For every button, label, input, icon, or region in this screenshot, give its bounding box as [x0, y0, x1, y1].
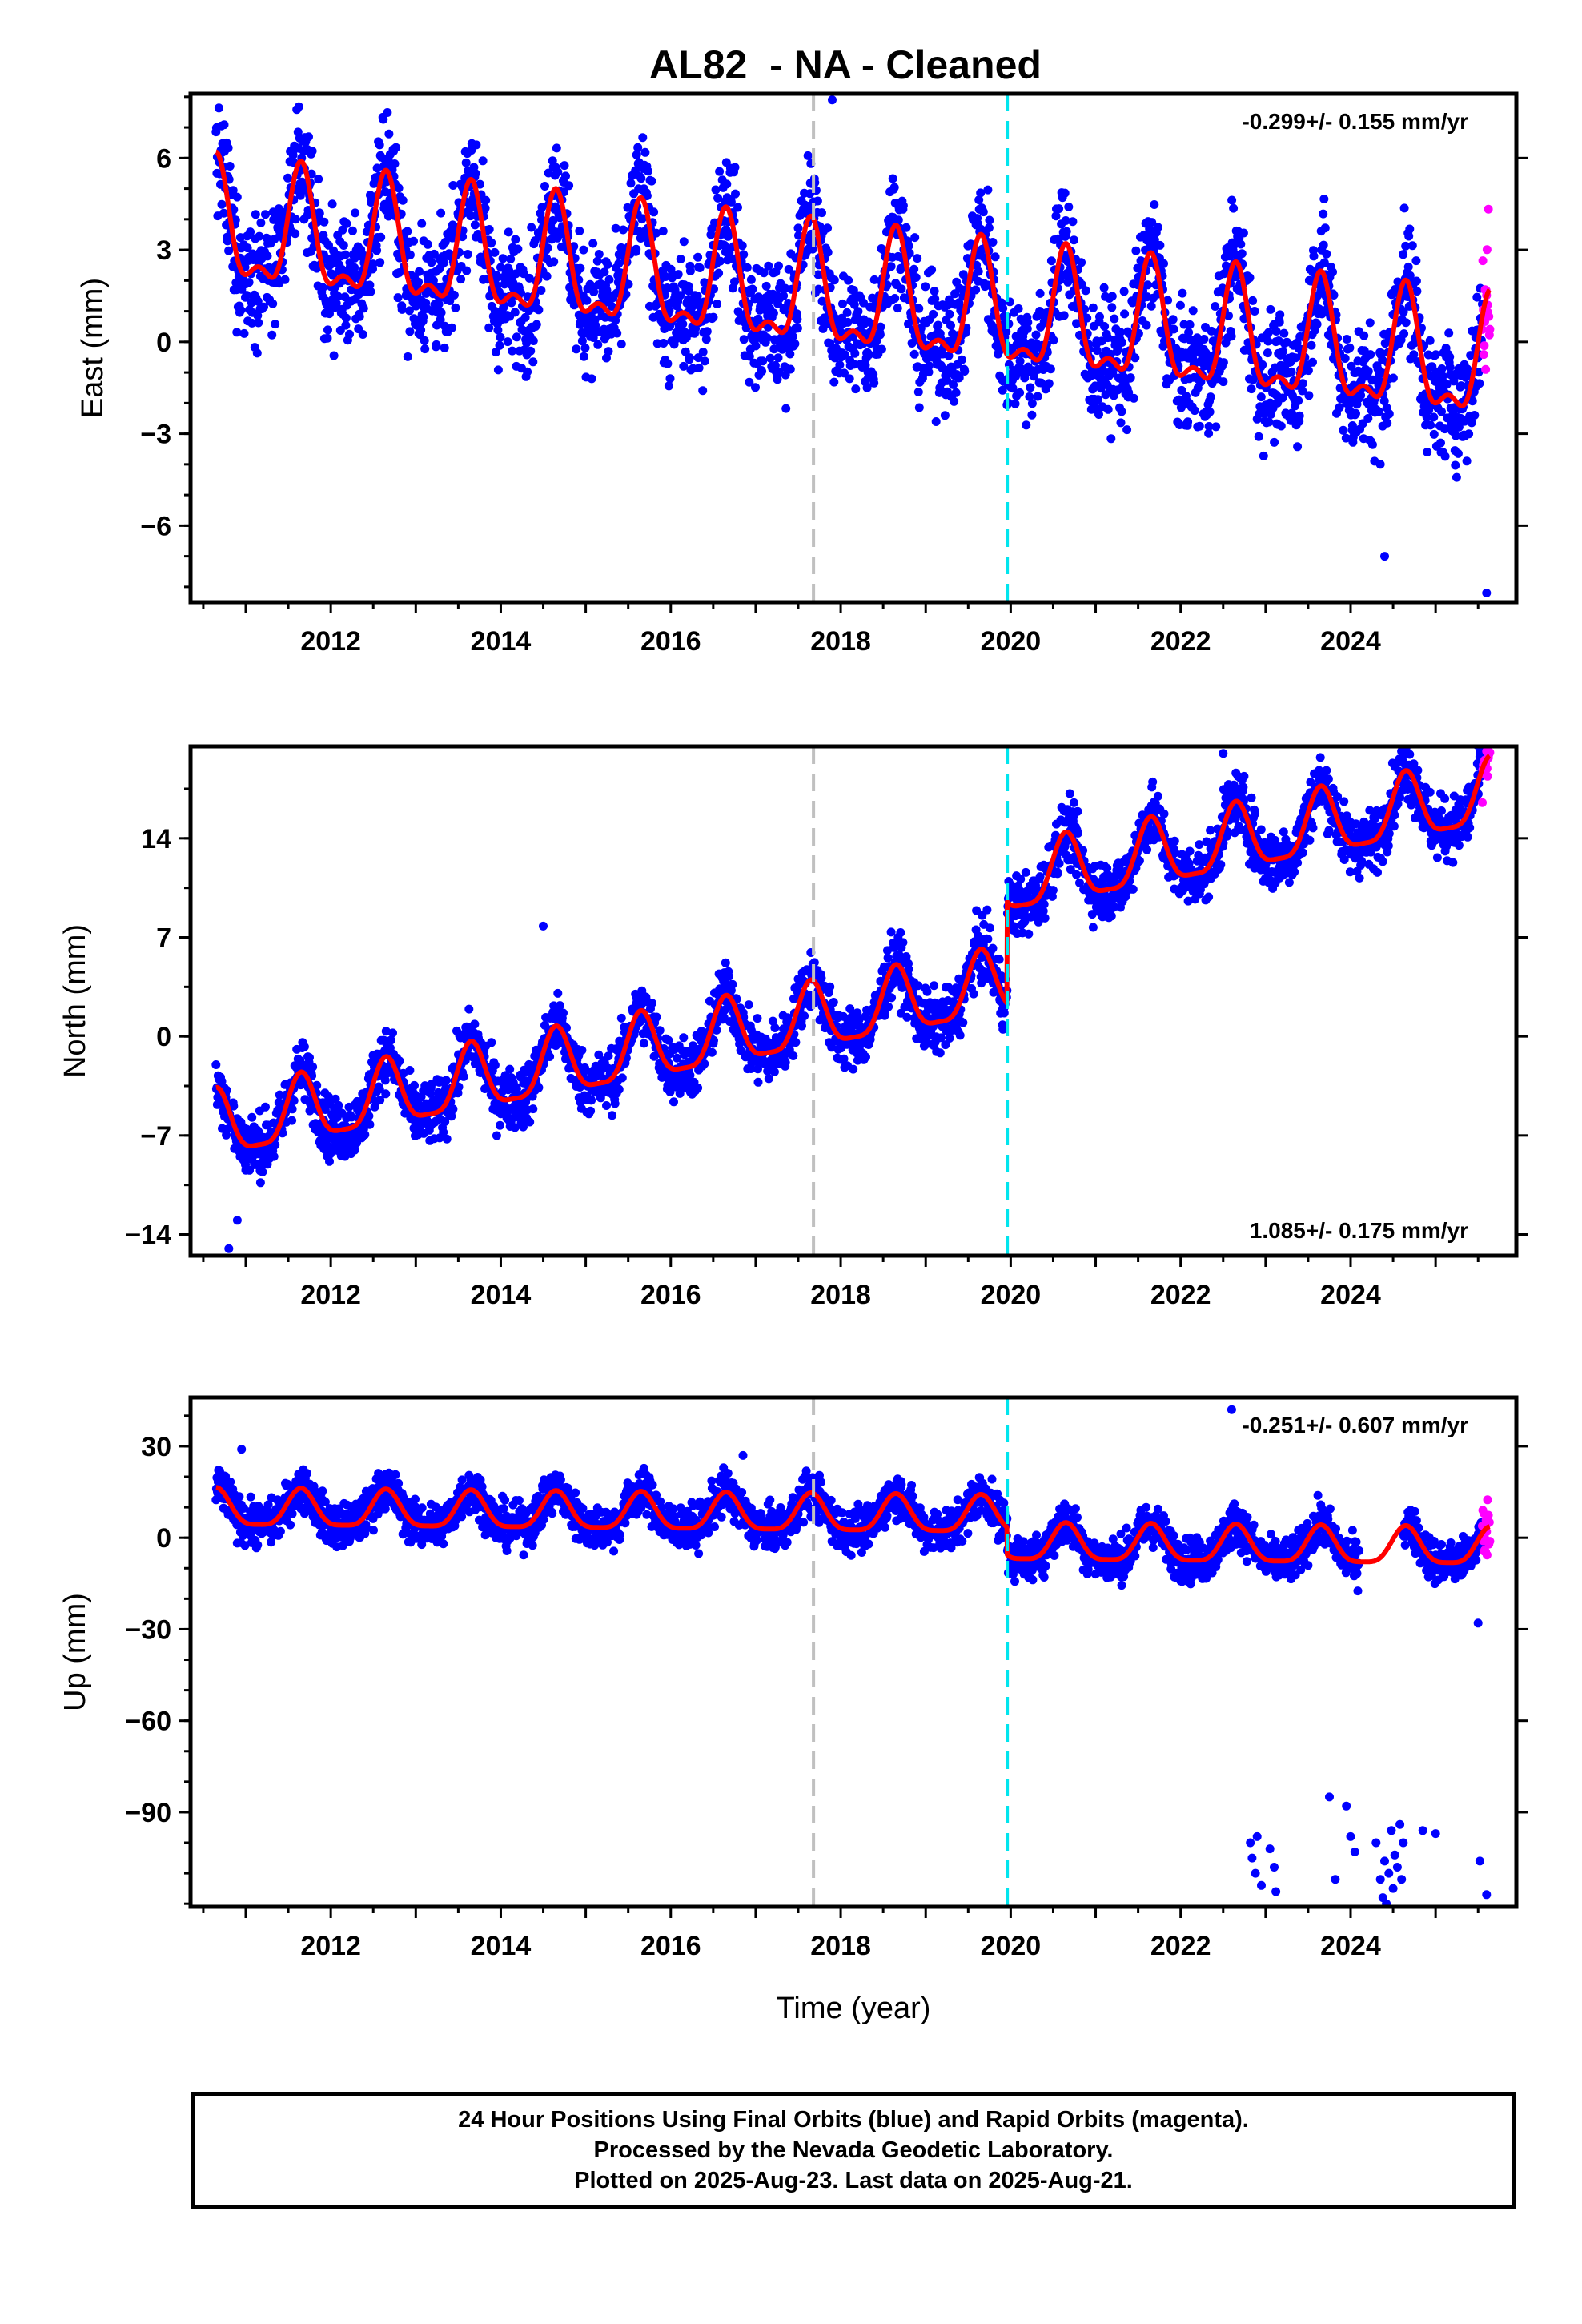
x-tick-label: 2016	[640, 626, 701, 657]
footer-caption-box: 24 Hour Positions Using Final Orbits (bl…	[191, 2092, 1516, 2209]
x-tick-label: 2022	[1150, 1280, 1211, 1310]
panels: 2012 2014 2016 2018 2020 2022 2024−6−3036East …	[58, 84, 1528, 1961]
x-tick-label: 2020	[981, 1280, 1042, 1310]
y-tick-label: 3	[156, 235, 171, 266]
y-tick-label: −14	[125, 1220, 171, 1251]
north-frame	[191, 746, 1516, 1256]
x-tick-label: 2022	[1150, 626, 1211, 657]
up-y-axis-title: Up (mm)	[58, 1593, 92, 1711]
up-x-axis: 2012 2014 2016 2018 2020 2022 2024	[203, 1907, 1478, 1961]
x-tick-label: 2016	[640, 1931, 701, 1961]
y-tick-label: 0	[156, 1022, 171, 1052]
y-tick-label: −30	[125, 1614, 171, 1645]
up-y-axis: −90 −60 −30 0 30	[125, 1416, 1528, 1904]
x-tick-label: 2016	[640, 1280, 701, 1310]
east-x-axis: 2012 2014 2016 2018 2020 2022 2024	[203, 602, 1478, 657]
y-tick-label: 0	[156, 1523, 171, 1554]
x-tick-label: 2014	[471, 626, 532, 657]
east-final-orbit-points	[211, 84, 1491, 597]
x-tick-label: 2012	[300, 626, 361, 657]
x-tick-label: 2018	[810, 1931, 871, 1961]
x-axis-title: Time (year)	[777, 1992, 931, 2025]
footer-line-orbits: 24 Hour Positions Using Final Orbits (bl…	[458, 2105, 1249, 2135]
y-tick-label: −90	[125, 1798, 171, 1828]
panel-east: 2012 2014 2016 2018 2020 2022 2024 −6 −3 0 3 6 East …	[76, 84, 1528, 657]
x-tick-label: 2024	[1320, 626, 1381, 657]
y-tick-label: 14	[141, 824, 171, 854]
y-tick-label: 6	[156, 143, 171, 174]
y-tick-label: 0	[156, 328, 171, 358]
up-plot-area	[211, 1405, 1494, 1908]
x-tick-label: 2024	[1320, 1280, 1381, 1310]
north-final-orbit-points	[211, 741, 1487, 1253]
north-plot-area	[211, 721, 1494, 1252]
x-tick-label: 2018	[810, 626, 871, 657]
x-tick-label: 2012	[300, 1280, 361, 1310]
x-tick-label: 2020	[981, 1931, 1042, 1961]
x-tick-label: 2014	[471, 1280, 532, 1310]
x-tick-label: 2020	[981, 626, 1042, 657]
up-rate-label: -0.251+/- 0.607 mm/yr	[1242, 1413, 1468, 1437]
y-tick-label: 7	[156, 923, 171, 954]
y-tick-label: −3	[140, 420, 171, 450]
figure-title: AL82 - NA - Cleaned	[649, 42, 1042, 87]
east-rate-label: -0.299+/- 0.155 mm/yr	[1242, 109, 1468, 134]
y-tick-label: −6	[140, 511, 171, 541]
x-tick-label: 2014	[471, 1931, 532, 1961]
panel-up: 2012 2014 2016 2018 2020 2022 2024 −90 −60 −30 0 30…	[58, 1397, 1528, 1961]
y-tick-label: 30	[141, 1432, 171, 1462]
x-tick-label: 2024	[1320, 1931, 1381, 1961]
y-tick-label: −60	[125, 1707, 171, 1737]
north-x-axis: 2012 2014 2016 2018 2020 2022 2024	[203, 1256, 1478, 1310]
x-tick-label: 2018	[810, 1280, 871, 1310]
footer-line-processed-by: Processed by the Nevada Geodetic Laborat…	[594, 2135, 1114, 2165]
north-rate-label: 1.085+/- 0.175 mm/yr	[1250, 1218, 1468, 1243]
east-plot-area	[211, 84, 1494, 597]
panel-north: 2012 2014 2016 2018 2020 2022 2024 −14 −7 0 7 14 Nor…	[58, 721, 1528, 1310]
east-y-axis-title: East (mm)	[76, 278, 110, 418]
up-final-orbit-points	[211, 1405, 1491, 1908]
y-tick-label: −7	[140, 1121, 171, 1152]
x-tick-label: 2022	[1150, 1931, 1211, 1961]
north-y-axis-title: North (mm)	[58, 924, 92, 1078]
x-tick-label: 2012	[300, 1931, 361, 1961]
footer-line-plotted-on: Plotted on 2025-Aug-23. Last data on 202…	[574, 2165, 1133, 2196]
